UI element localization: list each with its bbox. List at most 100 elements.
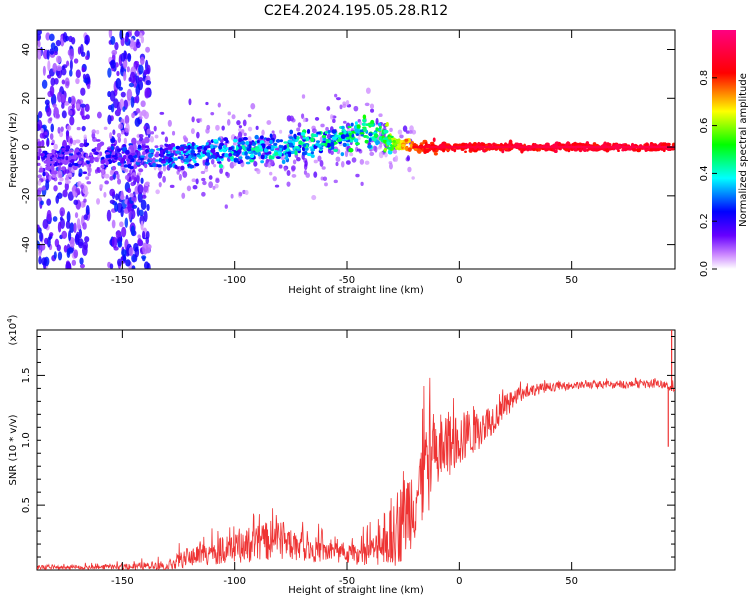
spectrogram-noise-blob [37, 119, 43, 131]
spectrogram-halo-blob [289, 115, 295, 122]
spectrogram-ridge-blob [144, 163, 148, 169]
spectrogram-noise-blob [69, 59, 73, 71]
spectrogram-halo-blob [291, 173, 297, 178]
spectrogram-noise-blob [75, 139, 81, 144]
spectrogram-noise-blob [85, 55, 89, 61]
spectrogram-ridge-blob [58, 154, 64, 157]
spectrogram-noise-blob [81, 115, 87, 120]
spectrogram-halo-blob [317, 155, 322, 162]
spectrogram-ridge-blob [294, 150, 298, 156]
spectrogram-halo-blob [86, 181, 92, 185]
spectrogram-noise-blob [46, 198, 52, 206]
spectrogram-halo-blob [195, 178, 199, 185]
spectrogram-ridge-blob [52, 170, 58, 175]
spectrogram-halo-blob [124, 168, 129, 173]
spectrogram-ridge-blob [366, 135, 370, 139]
snr-notable-marks [667, 330, 673, 447]
spectrogram-ridge-blob [362, 114, 367, 120]
spectrogram-halo-blob [384, 152, 388, 158]
spectrogram-noise-blob [75, 234, 79, 243]
spectrogram-noise-blob [131, 265, 136, 269]
spectrogram-ridge-blob [42, 150, 48, 154]
spectrogram-noise-blob [73, 58, 79, 64]
spectrogram-ridge-blob [77, 160, 82, 165]
spectrogram-halo-blob [408, 130, 413, 134]
spectrogram-ridge-blob [636, 147, 642, 153]
spectrogram-halo-blob [389, 127, 393, 132]
spectrogram-ridge-blob [154, 159, 159, 162]
spectrogram-ridge-blob [652, 147, 658, 152]
spectrogram-noise-blob [109, 263, 114, 269]
spectrogram-halo-blob [69, 137, 73, 145]
spectrogram-ridge-blob [117, 156, 123, 161]
spectrogram-ridge-blob [68, 153, 74, 156]
spectrogram-noise-blob [50, 77, 56, 87]
spectrogram-xtick-label: 0 [456, 275, 462, 286]
spectrogram-halo-blob [154, 134, 159, 139]
spectrogram-ridge-blob [269, 139, 273, 145]
spectrogram-ridge-blob [162, 163, 166, 167]
spectrogram-halo-blob [286, 181, 291, 187]
spectrogram-ridge-blob [222, 148, 227, 153]
spectrogram-noise-blob [73, 249, 79, 259]
spectrogram-ridge-blob [174, 164, 178, 169]
colorbar-tick-label: 0.6 [699, 118, 710, 134]
spectrogram-halo-blob [394, 155, 399, 162]
spectrogram-ridge-blob [606, 142, 612, 146]
spectrogram-ridge-blob [382, 137, 388, 141]
colorbar-tick-label: 0.0 [699, 261, 710, 277]
spectrogram-noise-blob [121, 249, 127, 257]
spectrogram-ridge-blob [433, 152, 438, 156]
spectrogram-halo-blob [89, 159, 94, 164]
spectrogram-noise-blob [83, 214, 89, 221]
spectrogram-noise-blob [115, 78, 122, 89]
spectrogram-noise-blob [55, 55, 62, 64]
spectrogram-halo-blob [182, 170, 188, 178]
spectrogram-noise-blob [83, 198, 87, 203]
spectrogram-halo-blob [96, 198, 101, 205]
spectrogram-halo-blob [405, 130, 410, 134]
snr-frame [36, 329, 676, 571]
snr-scale-suffix: ) [8, 314, 19, 318]
spectrogram-ridge-blob [50, 142, 54, 146]
spectrogram-ridge-blob [218, 164, 224, 169]
spectrogram-ridge-blob [367, 144, 372, 149]
spectrogram-halo-blob [292, 159, 297, 165]
spectrogram-ridge-blob [302, 137, 307, 140]
spectrogram-ridge-blob [373, 133, 379, 139]
spectrogram-ridge-blob [210, 154, 216, 159]
spectrogram-noise-blob [143, 210, 148, 223]
spectrogram-noise-blob [76, 218, 81, 230]
spectrogram-noise-blob [80, 87, 86, 96]
spectrogram-ridge-blob [445, 143, 451, 146]
spectrogram-noise-blob [111, 49, 118, 56]
spectrogram-halo-blob [66, 125, 72, 131]
spectrogram-noise-blob [62, 189, 68, 198]
spectrogram-halo-blob [241, 129, 245, 134]
spectrogram-halo-blob [167, 119, 172, 127]
spectrogram-ridge-blob [144, 145, 150, 149]
spectrogram-ridge-blob [319, 146, 324, 150]
spectrogram-halo-blob [351, 157, 357, 163]
spectrogram-noise-blob [37, 111, 43, 119]
spectrogram-halo-blob [143, 125, 147, 130]
spectrogram-halo-blob [139, 116, 143, 120]
spectrogram-halo-blob [158, 181, 162, 188]
snr-xtick-label: 0 [456, 576, 462, 587]
spectrogram-noise-blob [82, 73, 86, 80]
spectrogram-ridge-blob [69, 159, 75, 164]
spectrogram-halo-blob [344, 150, 349, 158]
spectrogram-xtick-label: 50 [565, 275, 578, 286]
spectrogram-halo-blob [379, 143, 383, 148]
spectrogram-ridge-blob [180, 155, 184, 161]
spectrogram-halo-blob [215, 178, 220, 184]
spectrogram-ridge-blob [348, 132, 353, 136]
spectrogram-noise-blob [141, 194, 147, 199]
spectrogram-ridge-blob [91, 148, 97, 153]
spectrogram-noise-blob [109, 199, 116, 204]
spectrogram-noise-blob [42, 65, 46, 76]
spectrogram-halo-blob [227, 111, 232, 116]
spectrogram-noise-blob [136, 173, 140, 184]
spectrogram-halo-blob [324, 182, 328, 187]
spectrogram-ridge-blob [333, 148, 339, 153]
